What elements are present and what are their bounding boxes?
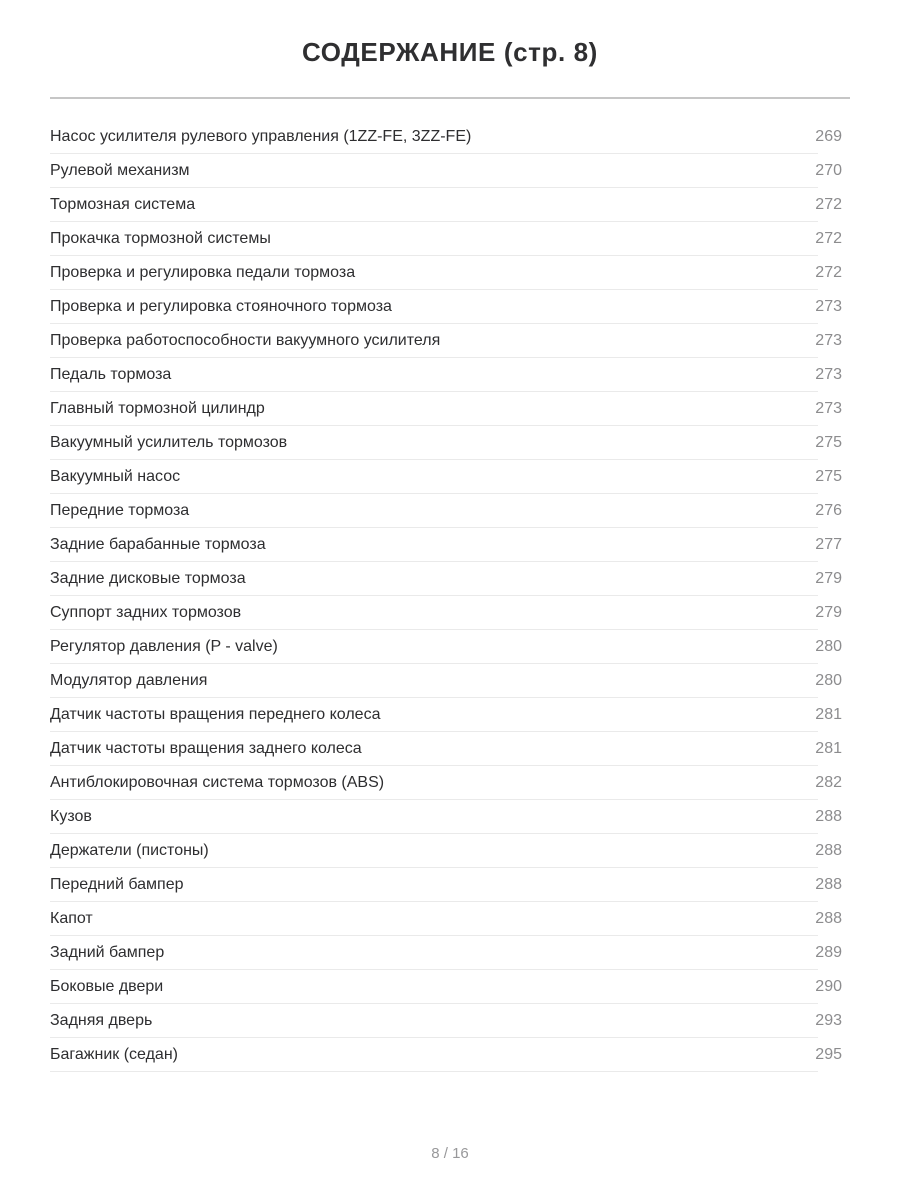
toc-item-page: 269 [815,128,842,145]
toc-item-page: 289 [815,944,842,961]
toc-item-label: Передние тормоза [50,502,190,519]
toc-row: Педаль тормоза 273 [50,358,850,392]
toc-item-page: 295 [815,1046,842,1063]
toc-item-page: 272 [815,264,842,281]
toc-item-label: Багажник (седан) [50,1046,178,1063]
toc-item-page: 288 [815,876,842,893]
toc-item-page: 280 [815,638,842,655]
toc-item-page: 290 [815,978,842,995]
toc-row: Держатели (пистоны) 288 [50,834,850,868]
toc-row: Боковые двери 290 [50,970,850,1004]
toc-item-label: Задний бампер [50,944,165,961]
toc-row: Задний бампер 289 [50,936,850,970]
toc-item-page: 276 [815,502,842,519]
toc-item-label: Рулевой механизм [50,162,190,179]
toc-row: Проверка и регулировка педали тормоза 27… [50,256,850,290]
toc-row: Проверка работоспособности вакуумного ус… [50,324,850,358]
title-divider [50,97,850,99]
toc-item-page: 272 [815,230,842,247]
toc-item-label: Суппорт задних тормозов [50,604,242,621]
toc-row: Капот 288 [50,902,850,936]
toc-item-page: 288 [815,842,842,859]
toc-row: Тормозная система 272 [50,188,850,222]
toc-item-page: 282 [815,774,842,791]
toc-item-page: 279 [815,570,842,587]
toc-item-page: 279 [815,604,842,621]
toc-item-page: 293 [815,1012,842,1029]
toc-row: Прокачка тормозной системы 272 [50,222,850,256]
page-title: СОДЕРЖАНИЕ (стр. 8) [302,37,598,67]
toc-item-label: Прокачка тормозной системы [50,230,271,247]
toc-row: Датчик частоты вращения переднего колеса… [50,698,850,732]
toc-item-page: 275 [815,434,842,451]
toc-item-label: Боковые двери [50,978,164,995]
toc-row: Багажник (седан) 295 [50,1038,850,1072]
toc-item-label: Капот [50,910,93,927]
toc-item-page: 277 [815,536,842,553]
toc-item-label: Вакуумный усилитель тормозов [50,434,288,451]
toc-row: Насос усилителя рулевого управления (1ZZ… [50,120,850,154]
toc-item-label: Задние дисковые тормоза [50,570,246,587]
toc-row: Модулятор давления 280 [50,664,850,698]
toc-item-page: 281 [815,740,842,757]
toc-item-label: Проверка и регулировка стояночного тормо… [50,298,392,315]
toc-item-page: 273 [815,298,842,315]
toc-item-label: Датчик частоты вращения заднего колеса [50,740,362,757]
page-number-indicator: 8 / 16 [431,1145,469,1162]
toc-item-label: Насос усилителя рулевого управления (1ZZ… [50,128,472,145]
toc-item-label: Держатели (пистоны) [50,842,209,859]
toc-item-label: Передний бампер [50,876,184,893]
toc-item-page: 273 [815,366,842,383]
toc-item-label: Задние барабанные тормоза [50,536,266,553]
toc-row: Антиблокировочная система тормозов (ABS)… [50,766,850,800]
toc-item-label: Задняя дверь [50,1012,153,1029]
toc-item-label: Тормозная система [50,196,196,213]
toc-item-label: Главный тормозной цилиндр [50,400,265,417]
toc-item-label: Проверка работоспособности вакуумного ус… [50,332,441,349]
toc-row: Вакуумный усилитель тормозов 275 [50,426,850,460]
toc-row: Кузов 288 [50,800,850,834]
toc-row: Датчик частоты вращения заднего колеса 2… [50,732,850,766]
toc-row: Вакуумный насос 275 [50,460,850,494]
toc-row: Регулятор давления (P - valve) 280 [50,630,850,664]
toc-row: Передние тормоза 276 [50,494,850,528]
toc-row: Задняя дверь 293 [50,1004,850,1038]
toc-item-page: 280 [815,672,842,689]
toc-item-label: Модулятор давления [50,672,208,689]
toc-item-page: 288 [815,808,842,825]
toc-row: Передний бампер 288 [50,868,850,902]
toc-item-label: Датчик частоты вращения переднего колеса [50,706,381,723]
toc-item-label: Регулятор давления (P - valve) [50,638,278,655]
toc-row: Проверка и регулировка стояночного тормо… [50,290,850,324]
toc-item-page: 288 [815,910,842,927]
toc-item-label: Педаль тормоза [50,366,172,383]
toc-item-page: 275 [815,468,842,485]
toc-item-page: 273 [815,332,842,349]
toc-item-page: 281 [815,706,842,723]
toc-row: Задние барабанные тормоза 277 [50,528,850,562]
toc-item-label: Вакуумный насос [50,468,181,485]
toc-row: Суппорт задних тормозов 279 [50,596,850,630]
toc-item-page: 273 [815,400,842,417]
toc-item-label: Кузов [50,808,92,825]
toc-row: Задние дисковые тормоза 279 [50,562,850,596]
toc-item-label: Антиблокировочная система тормозов (ABS) [50,774,385,791]
toc-row: Главный тормозной цилиндр 273 [50,392,850,426]
toc-item-label: Проверка и регулировка педали тормоза [50,264,356,281]
toc-list: Насос усилителя рулевого управления (1ZZ… [50,120,850,1072]
toc-row: Рулевой механизм 270 [50,154,850,188]
toc-item-page: 270 [815,162,842,179]
toc-item-page: 272 [815,196,842,213]
